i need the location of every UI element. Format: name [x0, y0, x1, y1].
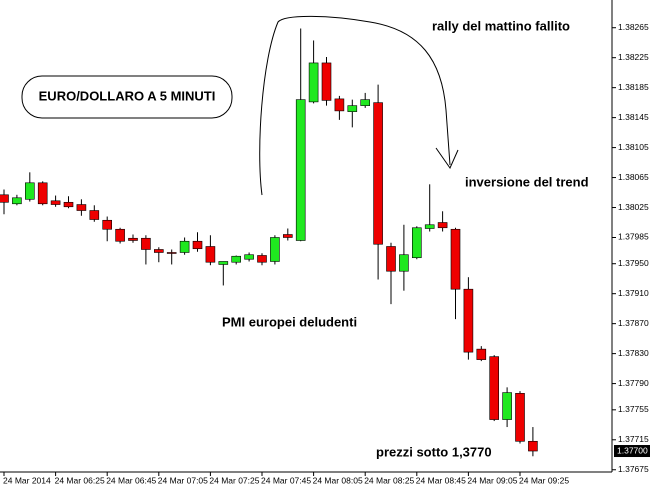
y-tick-label: 1.38265: [618, 22, 649, 32]
candle-body: [179, 240, 190, 253]
candle-body: [166, 252, 177, 254]
candle-body: [502, 392, 512, 420]
x-tick-label: 24 Mar 2014: [3, 475, 51, 485]
candle-body: [89, 210, 100, 220]
y-tick-label: 1.38185: [618, 82, 649, 92]
candle-body: [334, 98, 345, 112]
candle-body: [399, 254, 409, 272]
last-price-label: 1.37700: [617, 445, 648, 455]
candle-body: [360, 99, 371, 106]
x-tick-label: 24 Mar 08:05: [313, 475, 363, 485]
y-tick-label: 1.38145: [618, 112, 649, 122]
y-tick-label: 1.37715: [618, 434, 649, 444]
x-tick-label: 24 Mar 06:25: [55, 475, 105, 485]
candle-body: [321, 62, 332, 101]
candle-body: [244, 254, 254, 260]
candle-body: [437, 222, 448, 229]
candle-body: [476, 348, 487, 360]
candle-body: [218, 261, 229, 265]
y-tick-label: 1.38025: [618, 202, 649, 212]
y-tick-label: 1.38065: [618, 172, 649, 182]
candle-body: [282, 234, 293, 238]
title-box: [21, 75, 233, 119]
x-tick-label: 24 Mar 08:45: [416, 475, 466, 485]
chart-title: EURO/DOLLARO A 5 MINUTI: [39, 88, 216, 103]
candle-body: [192, 240, 203, 250]
candle-body: [424, 224, 435, 229]
x-tick-label: 24 Mar 06:45: [106, 475, 156, 485]
candle-body: [37, 182, 48, 205]
annotation: prezzi sotto 1,3770: [376, 444, 492, 459]
candle-body: [295, 99, 306, 241]
hand-drawn-curve: [259, 15, 451, 196]
candle-body: [528, 440, 538, 452]
candle-body: [24, 182, 35, 200]
y-tick-label: 1.37950: [618, 258, 649, 268]
y-tick-label: 1.37790: [618, 378, 649, 388]
last-price-box: [614, 445, 650, 458]
candle-body: [76, 204, 87, 211]
candle-body: [115, 228, 125, 242]
candle-body: [450, 228, 461, 290]
candle-body: [231, 255, 241, 263]
arrow-head: [435, 147, 459, 170]
candle-body: [463, 288, 474, 353]
candle-body: [373, 102, 383, 245]
x-tick-label: 24 Mar 08:25: [364, 475, 414, 485]
y-tick-label: 1.37755: [618, 404, 649, 414]
candle-body: [270, 237, 280, 262]
candle-body: [515, 393, 525, 442]
candle-body: [205, 246, 216, 263]
candle-body: [154, 249, 164, 253]
candle-body: [128, 237, 138, 241]
y-tick-label: 1.37870: [618, 318, 649, 328]
y-tick-label: 1.37910: [618, 288, 649, 298]
y-tick-label: 1.38225: [618, 52, 649, 62]
candle-body: [63, 201, 74, 208]
candle-body: [12, 197, 22, 205]
y-tick-label: 1.37985: [618, 232, 649, 242]
candle-body: [386, 246, 396, 272]
x-tick-label: 24 Mar 09:25: [519, 475, 569, 485]
candle-body: [347, 105, 358, 112]
y-tick-label: 1.37830: [618, 348, 649, 358]
candle-body: [257, 255, 267, 263]
x-tick-label: 24 Mar 09:05: [467, 475, 517, 485]
y-tick-label: 1.38105: [618, 142, 649, 152]
x-tick-label: 24 Mar 07:25: [209, 475, 259, 485]
y-tick-label: 1.37675: [618, 464, 649, 474]
annotation: PMI europei deludenti: [222, 314, 357, 329]
candle-body: [50, 200, 61, 205]
candle-body: [489, 356, 500, 420]
annotation: inversione del trend: [465, 174, 589, 189]
annotation: rally del mattino fallito: [432, 18, 570, 33]
x-tick-label: 24 Mar 07:45: [261, 475, 311, 485]
candle-body: [0, 194, 9, 203]
candle-body: [411, 227, 422, 259]
candle-body: [308, 62, 319, 103]
candle-body: [141, 237, 151, 250]
candle-body: [102, 219, 112, 230]
x-tick-label: 24 Mar 07:05: [158, 475, 208, 485]
